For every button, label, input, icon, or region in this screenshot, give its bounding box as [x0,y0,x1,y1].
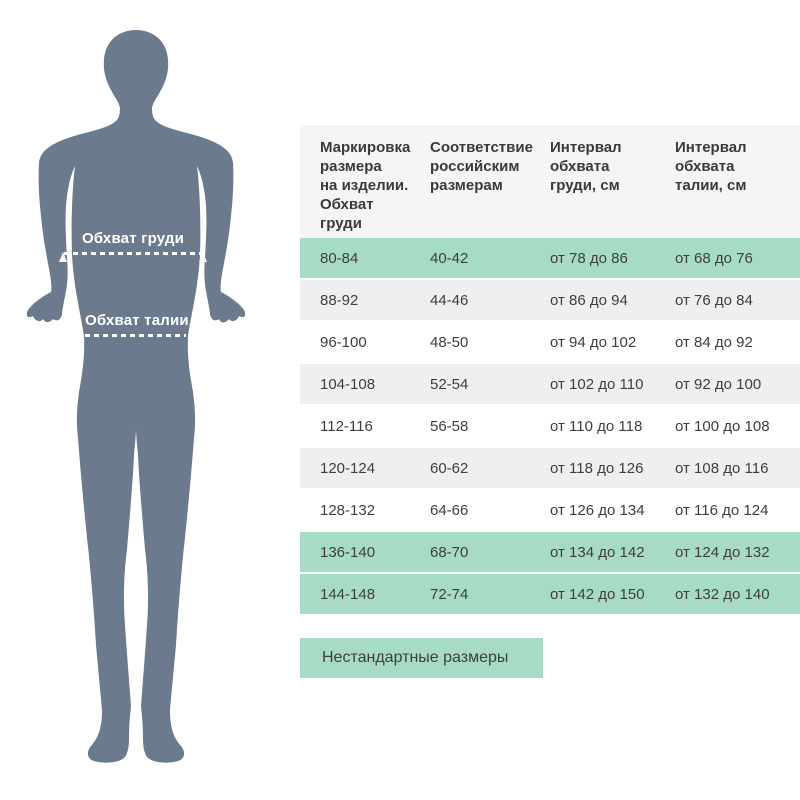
chest-measure-line [59,252,207,262]
cell-russian-size: 56-58 [430,417,469,435]
cell-russian-size: 64-66 [430,501,469,519]
cell-marking: 144-148 [320,585,376,603]
cell-waist-interval: от 92 до 100 [675,375,762,393]
cell-marking: 112-116 [320,417,373,435]
cell-chest-interval: от 126 до 134 [550,501,645,519]
male-silhouette [26,30,246,763]
table-row: 88-92 44-46 от 86 до 94 от 76 до 84 [300,280,800,320]
cell-marking: 128-132 [320,501,376,519]
cell-marking: 88-92 [320,291,359,309]
table-row: 120-124 60-62 от 118 до 126 от 108 до 11… [300,448,800,488]
cell-waist-interval: от 116 до 124 [675,501,769,519]
cell-waist-interval: от 76 до 84 [675,291,753,309]
cell-russian-size: 72-74 [430,585,469,603]
chest-line-left-arrow-icon [59,252,67,262]
waist-measure-line [85,334,186,337]
size-table-header: Маркировка размера на изделии. Обхват гр… [300,125,800,238]
col-header-waist-interval: Интервал обхвата талии, см [675,139,747,194]
cell-marking: 104-108 [320,375,376,393]
male-figure-area: Обхват груди Обхват талии [0,0,280,800]
cell-russian-size: 44-46 [430,291,469,309]
cell-chest-interval: от 78 до 86 [550,249,628,267]
cell-marking: 80-84 [320,249,359,267]
table-row: 80-84 40-42 от 78 до 86 от 68 до 76 [300,238,800,278]
table-row: 104-108 52-54 от 102 до 110 от 92 до 100 [300,364,800,404]
cell-russian-size: 68-70 [430,543,469,561]
cell-russian-size: 48-50 [430,333,469,351]
cell-waist-interval: от 68 до 76 [675,249,753,267]
size-table: Маркировка размера на изделии. Обхват гр… [300,125,800,616]
chest-line-right-arrow-icon [199,252,207,262]
cell-chest-interval: от 142 до 150 [550,585,645,603]
cell-russian-size: 52-54 [430,375,469,393]
cell-waist-interval: от 132 до 140 [675,585,770,603]
col-header-russian-size: Соответствие российским размерам [430,139,533,194]
table-row: 96-100 48-50 от 94 до 102 от 84 до 92 [300,322,800,362]
cell-chest-interval: от 86 до 94 [550,291,628,309]
cell-russian-size: 40-42 [430,249,469,267]
cell-marking: 120-124 [320,459,376,477]
cell-waist-interval: от 108 до 116 [675,459,769,477]
table-row: 128-132 64-66 от 126 до 134 от 116 до 12… [300,490,800,530]
chest-girth-label: Обхват груди [81,230,185,247]
cell-waist-interval: от 124 до 132 [675,543,770,561]
nonstandard-sizes-badge: Нестандартные размеры [300,638,543,678]
waist-girth-label: Обхват талии [85,312,189,329]
table-row: 144-148 72-74 от 142 до 150 от 132 до 14… [300,574,800,614]
cell-chest-interval: от 110 до 118 [550,417,643,435]
cell-waist-interval: от 100 до 108 [675,417,770,435]
col-header-chest-interval: Интервал обхвата груди, см [550,139,622,194]
table-row: 112-116 56-58 от 110 до 118 от 100 до 10… [300,406,800,446]
cell-chest-interval: от 134 до 142 [550,543,645,561]
table-row: 136-140 68-70 от 134 до 142 от 124 до 13… [300,532,800,572]
male-silhouette-shape [26,30,246,763]
cell-chest-interval: от 94 до 102 [550,333,637,351]
cell-chest-interval: от 118 до 126 [550,459,644,477]
cell-waist-interval: от 84 до 92 [675,333,753,351]
cell-marking: 96-100 [320,333,367,351]
cell-marking: 136-140 [320,543,376,561]
cell-chest-interval: от 102 до 110 [550,375,644,393]
cell-russian-size: 60-62 [430,459,469,477]
col-header-marking: Маркировка размера на изделии. Обхват гр… [320,139,411,232]
